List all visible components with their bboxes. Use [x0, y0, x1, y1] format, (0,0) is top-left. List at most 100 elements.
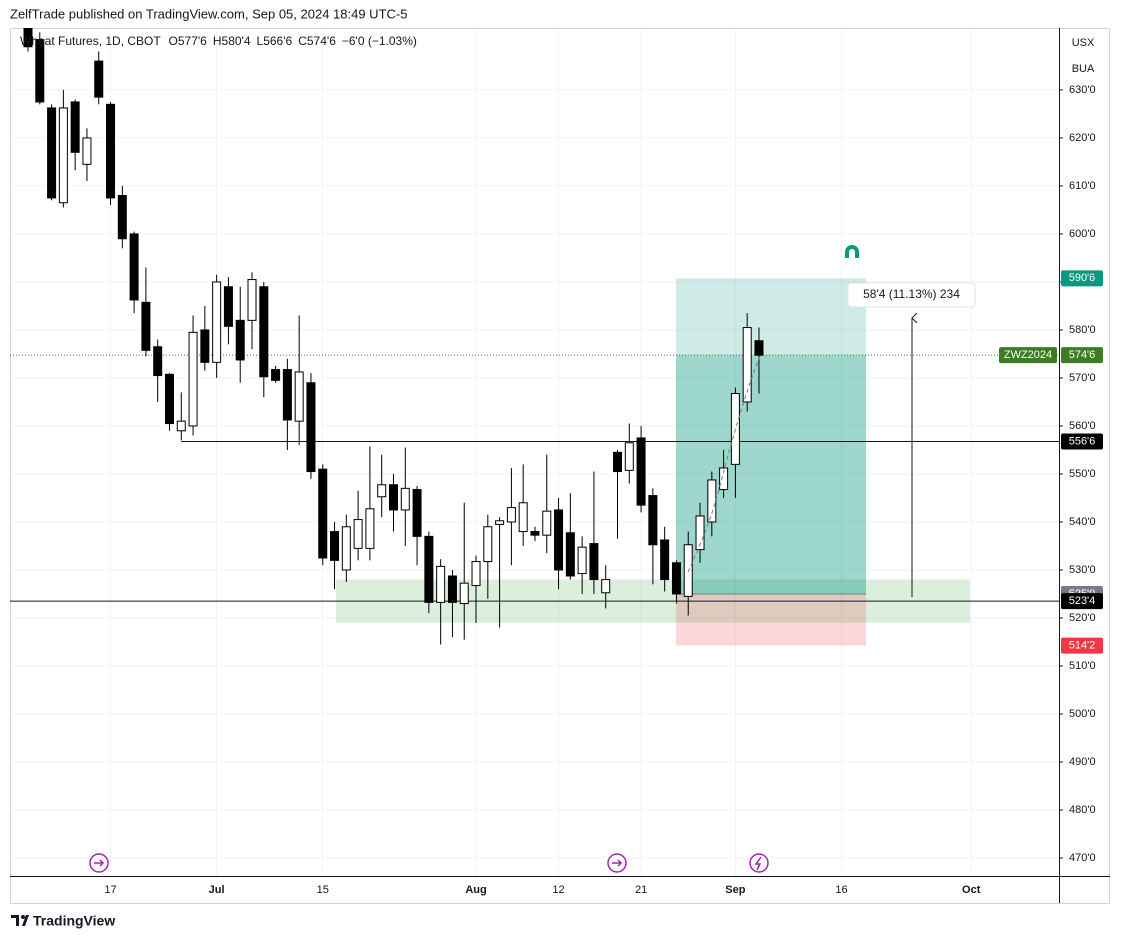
x-tick-label: Jul [209, 884, 225, 896]
y-tick-label: 470'0 [1069, 852, 1096, 864]
symbol-box [999, 347, 1057, 364]
legend-value: 574'6 [307, 34, 336, 48]
publisher-line: ZelfTrade published on TradingView.com, … [10, 6, 407, 21]
candle-body [754, 340, 764, 356]
line-price-label: 556'6 [1069, 435, 1096, 447]
candle-body [742, 327, 752, 403]
candle-body [424, 535, 434, 603]
candle-body [58, 107, 68, 204]
event-icon [607, 853, 627, 873]
footer-brand: TradingView [33, 913, 115, 929]
legend-value: 577'6 [178, 34, 207, 48]
candle-body [353, 519, 363, 549]
y-tick-label: 530'0 [1069, 564, 1096, 576]
candle-body [719, 467, 729, 491]
candle-body [341, 526, 351, 571]
legend-title: Wheat Futures, 1D, CBOT [20, 34, 161, 48]
magnet-icon [845, 245, 859, 258]
candle-body [306, 382, 316, 473]
legend-value: 566'6 [263, 34, 292, 48]
candle-body [23, 28, 33, 48]
legend-key: L [257, 34, 264, 48]
y-tick-label: 540'0 [1069, 516, 1096, 528]
y-tick-label: 480'0 [1069, 804, 1096, 816]
chart-legend: Wheat Futures, 1D, CBOT O577'6 H580'4 L566'… [20, 34, 417, 48]
tv-logo [11, 915, 29, 926]
target-price-label: 590'6 [1069, 272, 1096, 284]
symbol-label: ZWZ2024 [1004, 349, 1052, 361]
x-tick-label: Aug [465, 884, 486, 896]
candle-body [188, 331, 198, 427]
candle-body [542, 510, 552, 536]
x-tick-label: 16 [835, 884, 847, 896]
candle-body [200, 329, 210, 363]
last-price-label: 574'6 [1069, 349, 1096, 361]
candle-body [106, 103, 116, 199]
currency-button[interactable] [1063, 32, 1103, 54]
event-icon [89, 853, 109, 873]
y-tick-label: 570'0 [1069, 372, 1096, 384]
candle-body [212, 281, 222, 363]
event-icon [749, 853, 769, 873]
y-tick-label: 550'0 [1069, 468, 1096, 480]
candle-body [518, 502, 528, 533]
legend-key: C [298, 34, 307, 48]
candle-body [377, 484, 387, 498]
last-price-box [1061, 347, 1103, 364]
candle-body [530, 531, 540, 536]
candle-body [176, 420, 186, 432]
y-tick-label: 580'0 [1069, 324, 1096, 336]
line-price-label: 523'4 [1069, 595, 1096, 607]
overlay: TradingView 58'4 (11.13%) 234 Wheat Futur… [11, 34, 976, 929]
candle-body [282, 369, 292, 421]
candle-body [447, 575, 457, 603]
currency-button[interactable] [1063, 58, 1103, 80]
x-tick-label: 17 [104, 884, 116, 896]
y-tick-label: 510'0 [1069, 660, 1096, 672]
candle-body [153, 346, 163, 377]
candle-body [318, 468, 328, 559]
y-tick-label: 520'0 [1069, 612, 1096, 624]
candle-body [589, 543, 599, 581]
candle-body [365, 508, 375, 549]
line-price-box [1061, 433, 1103, 450]
candle-body [506, 507, 516, 523]
candle-body [271, 369, 281, 381]
x-tick-label: 12 [552, 884, 564, 896]
legend-change: −6'0 (−1.03%) [342, 34, 417, 48]
candle-body [412, 489, 422, 537]
x-tick-label: 15 [317, 884, 329, 896]
axes: 630'0620'0610'0600'0590'0580'0570'0560'0… [104, 32, 1103, 896]
projection-path [687, 355, 761, 573]
y-tick-label: 600'0 [1069, 228, 1096, 240]
candle-body [141, 301, 151, 351]
currency-button-label[interactable]: USX [1072, 37, 1095, 49]
candle-body [247, 279, 257, 321]
measure-box [847, 282, 976, 308]
candle-body [259, 286, 269, 378]
candle-body [330, 531, 340, 561]
candle-body [565, 532, 575, 577]
candle-body [613, 451, 622, 473]
line-price-box [1061, 593, 1103, 610]
y-tick-label: 500'0 [1069, 708, 1096, 720]
candle-body [47, 107, 57, 199]
y-tick-label: 620'0 [1069, 132, 1096, 144]
candle-body [660, 539, 670, 581]
candle-body [388, 484, 398, 511]
candle-body [82, 137, 92, 165]
legend-value: 580'4 [222, 34, 251, 48]
candle-body [459, 582, 469, 605]
candle-body [400, 487, 410, 511]
candle-body [436, 565, 446, 603]
candle-body [695, 515, 705, 551]
candle-body [129, 233, 139, 301]
candle-body [117, 195, 127, 240]
candle-body [636, 437, 646, 506]
candle-body [164, 373, 174, 425]
currency-button-label[interactable]: BUA [1072, 63, 1095, 75]
x-tick-label: Oct [962, 884, 981, 896]
candle-body [235, 319, 245, 361]
stop-area [676, 593, 866, 646]
